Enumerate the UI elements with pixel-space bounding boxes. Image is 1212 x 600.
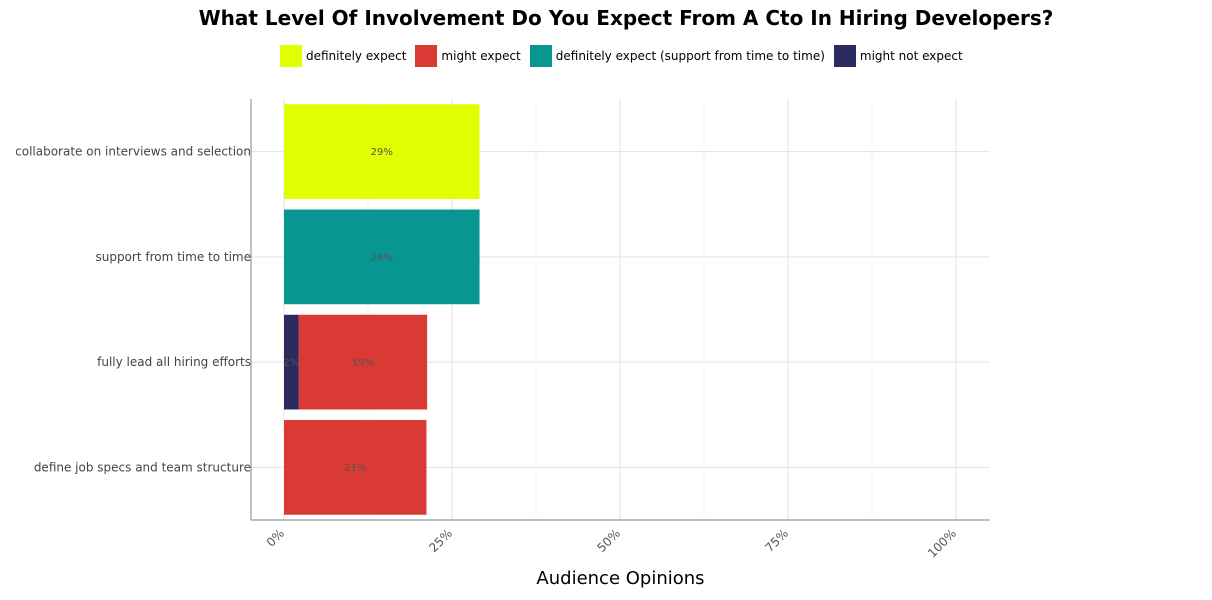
legend-item: might expect (415, 45, 521, 67)
chart-legend: definitely expect might expect definitely … (280, 44, 972, 68)
y-tick-label: define job specs and team structure (34, 460, 251, 474)
y-tick-label: support from time to time (95, 250, 251, 264)
legend-swatch (529, 45, 552, 67)
x-tick-label: 75% (762, 526, 791, 555)
legend-item: definitely expect (280, 45, 406, 67)
y-tick-label: fully lead all hiring efforts (97, 355, 251, 369)
legend-label: definitely expect (support from time to … (555, 49, 825, 63)
legend-item: might not expect (833, 45, 963, 67)
bar (284, 314, 299, 410)
data-label: 29% (371, 252, 393, 263)
x-tick-label: 25% (426, 526, 455, 555)
data-label: 19% (352, 358, 374, 369)
x-tick-label: 100% (925, 526, 959, 560)
x-tick-label: 50% (594, 526, 623, 555)
legend-label: might expect (441, 49, 521, 63)
data-label: 29% (371, 147, 393, 158)
bar (284, 420, 427, 515)
legend-swatch (833, 45, 856, 67)
legend-label: definitely expect (306, 49, 407, 63)
legend-swatch (415, 45, 438, 67)
legend-item: definitely expect (support from time to … (529, 45, 825, 67)
x-axis-label: Audience Opinions (536, 568, 705, 589)
legend-label: might not expect (859, 49, 963, 63)
legend-swatch (280, 45, 302, 67)
data-label: 2% (283, 358, 299, 369)
y-tick-label: collaborate on interviews and selection (15, 145, 251, 159)
bar (284, 104, 480, 199)
bar (284, 209, 480, 305)
chart-title: What Level Of Involvement Do You Expect … (198, 6, 1054, 30)
x-tick-label: 0% (264, 526, 287, 549)
bar (298, 314, 428, 410)
data-label: 21% (344, 463, 366, 474)
